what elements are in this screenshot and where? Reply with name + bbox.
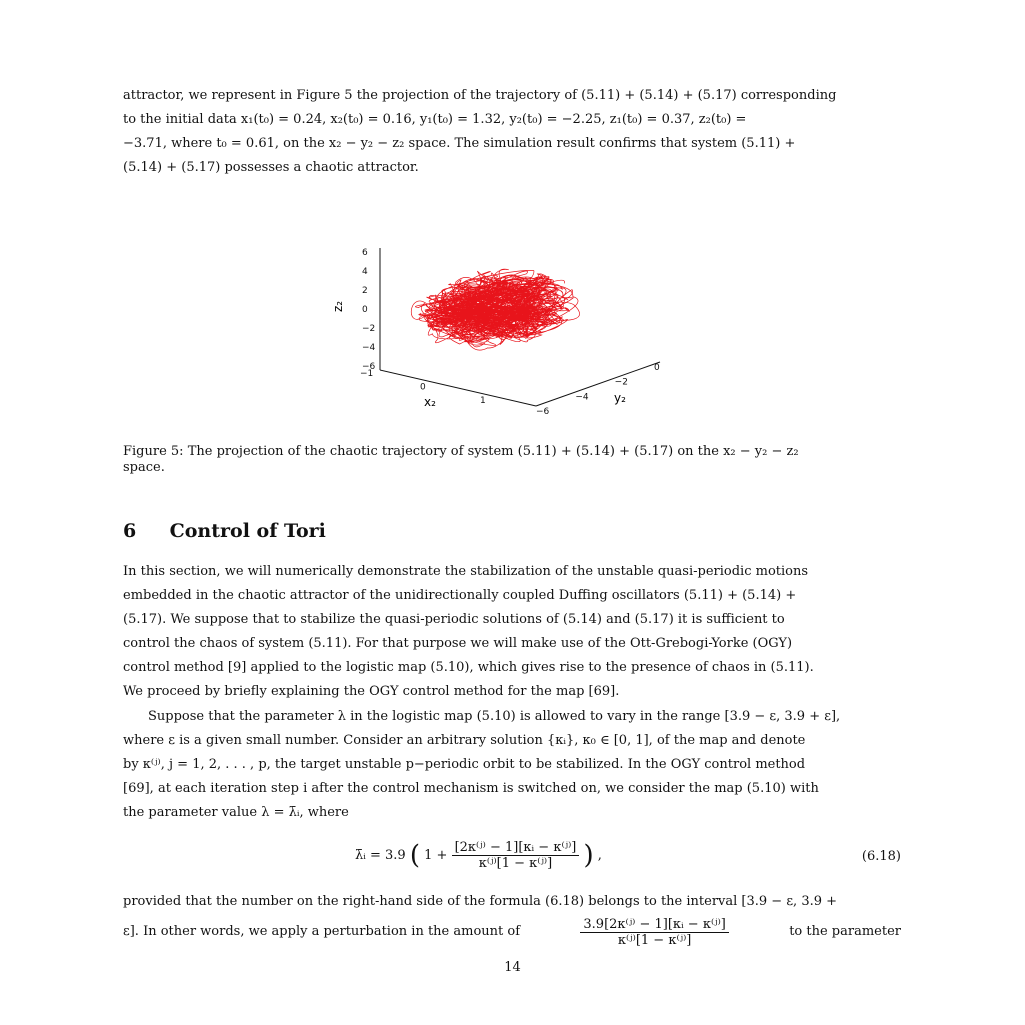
text-line: −3.71, where t₀ = 0.61, on the x₂ − y₂ −… xyxy=(123,136,796,151)
figure-5: 6 4 2 0 −2 −4 −6 −1 0 1 −6 −4 −2 0 z₂ x₂ y₂ xyxy=(320,236,680,418)
section-title: Control of Tori xyxy=(169,520,326,542)
equation-fraction: [2κ⁽ʲ⁾ − 1][κᵢ − κ⁽ʲ⁾] κ⁽ʲ⁾[1 − κ⁽ʲ⁾] xyxy=(451,840,580,871)
equation-trailing: , xyxy=(597,848,602,863)
fraction-denominator: κ⁽ʲ⁾[1 − κ⁽ʲ⁾] xyxy=(617,932,692,948)
top-paragraph: attractor, we represent in Figure 5 the … xyxy=(123,84,901,180)
equation-6-18: λ̄ᵢ = 3.9 ( 1 + [2κ⁽ʲ⁾ − 1][κᵢ − κ⁽ʲ⁾] κ… xyxy=(123,838,901,878)
y-tick-label: −2 xyxy=(615,378,628,388)
page-number: 14 xyxy=(504,960,521,975)
line-start: ε]. In other words, we apply a perturbat… xyxy=(123,924,521,939)
z-axis-label: z₂ xyxy=(331,301,345,312)
text-line: (5.14) + (5.17) possesses a chaotic attr… xyxy=(123,160,419,175)
y-axis-line xyxy=(535,361,661,407)
text-line: In this section, we will numerically dem… xyxy=(123,564,809,579)
caption-line: Figure 5: The projection of the chaotic … xyxy=(123,444,799,459)
x-tick-label: −1 xyxy=(360,369,373,379)
chaotic-trajectory-plot: 6 4 2 0 −2 −4 −6 −1 0 1 −6 −4 −2 0 z₂ x₂ y₂ xyxy=(331,248,661,417)
chaotic-trajectory-curve xyxy=(410,268,580,351)
y-tick-labels: −6 −4 −2 0 xyxy=(536,363,660,417)
equation-lhs: λ̄ᵢ = 3.9 xyxy=(355,848,406,863)
z-tick-label: −2 xyxy=(362,324,375,334)
ogy-paragraph: Suppose that the parameter λ in the logi… xyxy=(123,705,901,825)
z-tick-label: 2 xyxy=(362,286,368,296)
text-line: [69], at each iteration step i after the… xyxy=(123,781,819,796)
z-tick-label: 4 xyxy=(362,267,368,277)
equation-label: (6.18) xyxy=(861,849,901,864)
text-line: control the chaos of system (5.11). For … xyxy=(123,636,793,651)
text-line: attractor, we represent in Figure 5 the … xyxy=(123,88,837,103)
text-line: (5.17). We suppose that to stabilize the… xyxy=(123,612,785,627)
section-paragraph: In this section, we will numerically dem… xyxy=(123,560,901,704)
text-line: by κ⁽ʲ⁾, j = 1, 2, . . . , p, the target… xyxy=(123,757,806,772)
figure-caption: Figure 5: The projection of the chaotic … xyxy=(123,444,901,476)
z-tick-label: 6 xyxy=(362,248,368,258)
equation-one-plus: 1 + xyxy=(424,848,448,863)
text-line: to the initial data x₁(t₀) = 0.24, x₂(t₀… xyxy=(123,112,747,127)
x-tick-label: 0 xyxy=(420,383,426,393)
fraction-denominator: κ⁽ʲ⁾[1 − κ⁽ʲ⁾] xyxy=(478,856,553,871)
text-line: where ε is a given small number. Conside… xyxy=(123,733,806,748)
equation-body: λ̄ᵢ = 3.9 ( 1 + [2κ⁽ʲ⁾ − 1][κᵢ − κ⁽ʲ⁾] κ… xyxy=(355,840,602,871)
left-paren: ( xyxy=(409,840,420,871)
fraction-numerator: [2κ⁽ʲ⁾ − 1][κᵢ − κ⁽ʲ⁾] xyxy=(451,840,580,856)
text-line: control method [9] applied to the logist… xyxy=(123,660,814,675)
y-tick-label: −4 xyxy=(575,392,589,402)
inline-fraction: 3.9[2κ⁽ʲ⁾ − 1][κᵢ − κ⁽ʲ⁾] κ⁽ʲ⁾[1 − κ⁽ʲ⁾] xyxy=(580,917,729,948)
x-tick-label: 1 xyxy=(480,396,486,406)
section-number: 6 xyxy=(123,520,137,542)
z-tick-label: −4 xyxy=(362,343,376,353)
text-line: We proceed by briefly explaining the OGY… xyxy=(123,684,620,699)
section-heading: 6 Control of Tori xyxy=(123,520,326,542)
y-tick-label: −6 xyxy=(536,407,550,417)
x-axis-line xyxy=(379,369,537,407)
line-end: to the parameter xyxy=(789,924,901,939)
text-line: provided that the number on the right-ha… xyxy=(123,894,838,909)
fraction-numerator: 3.9[2κ⁽ʲ⁾ − 1][κᵢ − κ⁽ʲ⁾] xyxy=(580,917,729,933)
text-line: the parameter value λ = λ̄ᵢ, where xyxy=(123,805,349,820)
right-paren: ) xyxy=(583,840,594,871)
x-tick-labels: −1 0 1 xyxy=(360,369,486,406)
x-axis-label: x₂ xyxy=(424,395,436,409)
final-paragraph: provided that the number on the right-ha… xyxy=(123,890,901,950)
text-line-with-fraction: ε]. In other words, we apply a perturbat… xyxy=(123,914,901,950)
y-axis-label: y₂ xyxy=(614,391,626,405)
z-tick-label: 0 xyxy=(362,305,368,315)
caption-line: space. xyxy=(123,460,165,475)
z-tick-labels: 6 4 2 0 −2 −4 −6 xyxy=(362,248,376,372)
z-tick-label: −6 xyxy=(362,362,376,372)
text-line: Suppose that the parameter λ in the logi… xyxy=(148,709,841,724)
text-line: embedded in the chaotic attractor of the… xyxy=(123,588,797,603)
plot-axes xyxy=(379,248,661,407)
y-tick-label: 0 xyxy=(654,363,660,373)
